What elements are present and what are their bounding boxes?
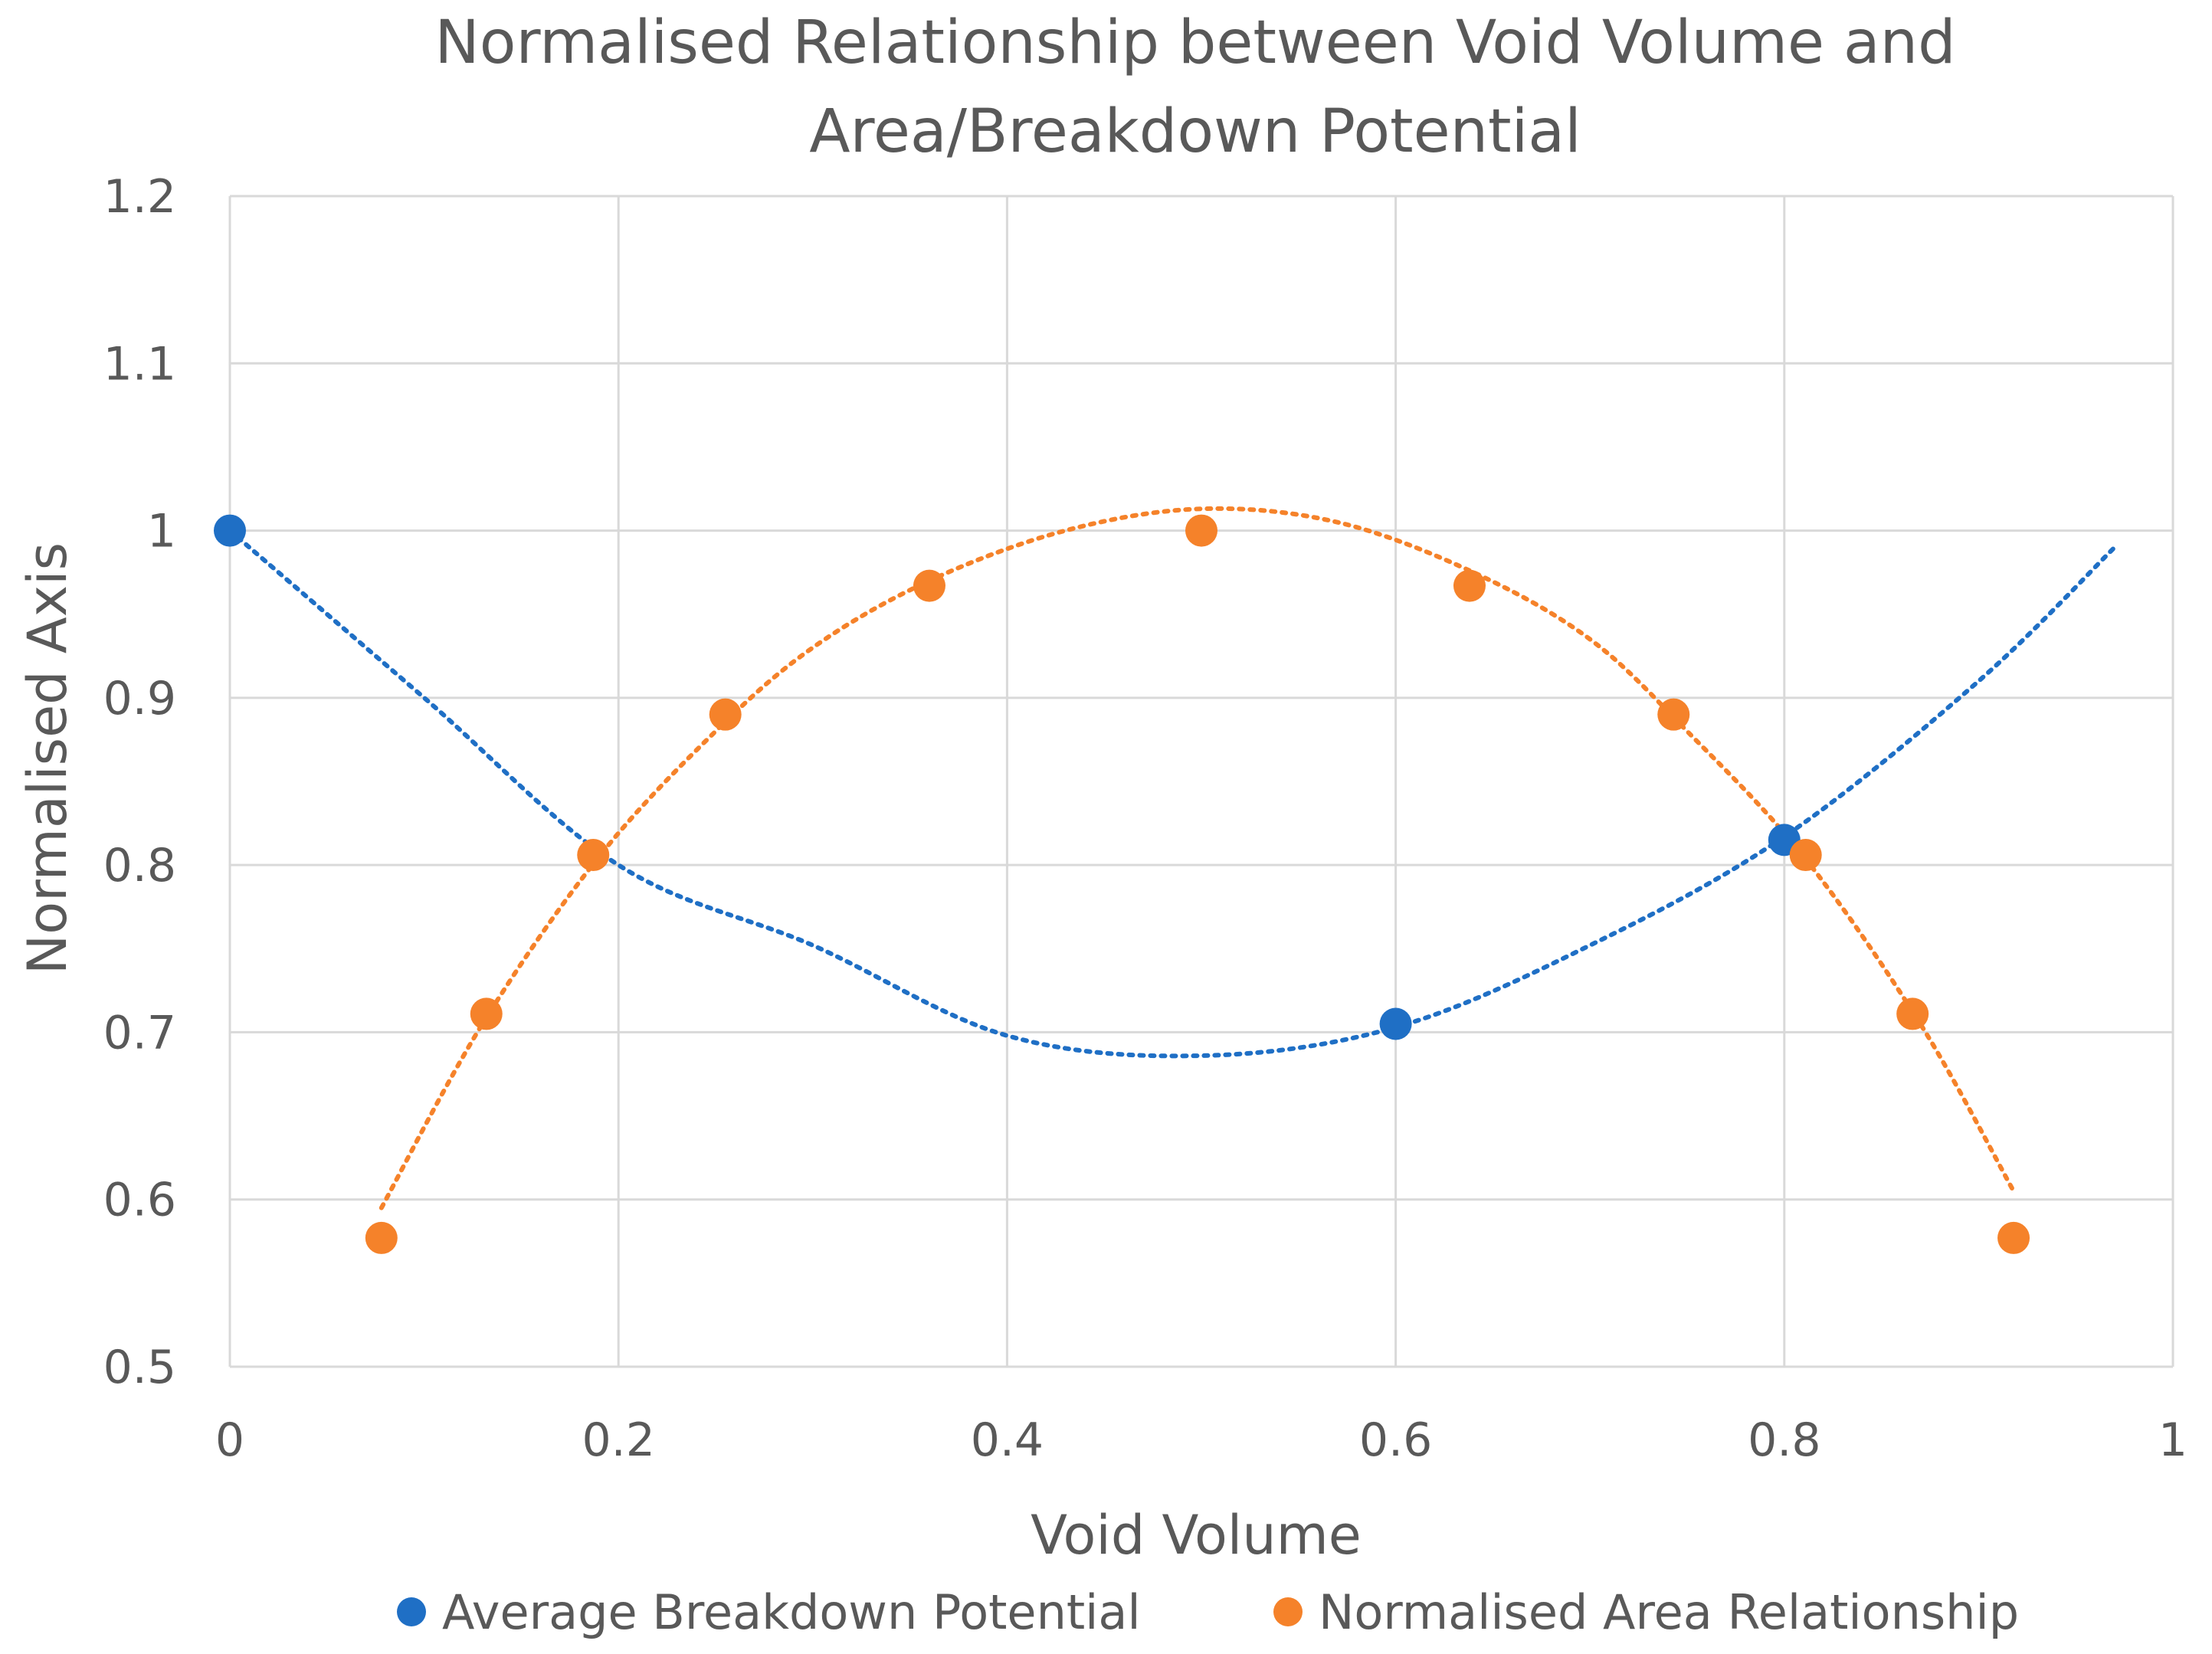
x-tick-label: 0 (215, 1413, 244, 1467)
x-tick-label: 0.2 (582, 1413, 654, 1467)
y-axis-title: Normalised Axis (16, 542, 79, 974)
legend-label-normalised-area-relationship: Normalised Area Relationship (1319, 1584, 2019, 1640)
y-tick-label: 0.8 (103, 839, 176, 893)
chart-title-line-1: Normalised Relationship between Void Vol… (434, 8, 1955, 77)
data-point-normalised-area-relationship (1997, 1221, 2030, 1254)
data-point-normalised-area-relationship (913, 569, 945, 602)
legend-marker-normalised-area-relationship (1273, 1597, 1303, 1626)
y-tick-label: 1.2 (103, 170, 176, 224)
data-point-normalised-area-relationship (577, 839, 610, 872)
legend: Average Breakdown Potential Normalised A… (397, 1584, 2019, 1640)
data-point-layer (214, 514, 2030, 1254)
legend-marker-average-breakdown-potential (397, 1597, 426, 1626)
data-point-normalised-area-relationship (1657, 698, 1690, 731)
x-tick-label: 0.4 (971, 1413, 1044, 1467)
x-tick-label: 1 (2158, 1413, 2187, 1467)
y-tick-label: 0.6 (103, 1174, 176, 1227)
x-tick-label: 0.8 (1748, 1413, 1820, 1467)
tick-label-layer: 0.5 0.6 0.7 0.8 0.9 1 1.1 1.2 0 0.2 0.4 0.6 0.8 1 (103, 170, 2188, 1467)
data-point-normalised-area-relationship (1789, 839, 1822, 872)
trendline-average-breakdown-potential (228, 528, 2117, 1059)
data-point-normalised-area-relationship (709, 698, 742, 731)
data-point-normalised-area-relationship (1453, 569, 1486, 602)
data-point-normalised-area-relationship (365, 1221, 398, 1254)
legend-label-average-breakdown-potential: Average Breakdown Potential (442, 1584, 1141, 1640)
data-point-average-breakdown-potential (1379, 1007, 1412, 1040)
x-axis-title: Void Volume (1031, 1504, 1362, 1567)
y-tick-label: 1 (147, 505, 176, 558)
data-point-average-breakdown-potential (214, 514, 246, 547)
y-tick-label: 0.9 (103, 672, 176, 725)
chart-title-line-2: Area/Breakdown Potential (809, 97, 1581, 166)
data-point-normalised-area-relationship (470, 997, 503, 1030)
y-tick-label: 0.7 (103, 1006, 176, 1060)
data-point-normalised-area-relationship (1896, 997, 1929, 1030)
y-tick-label: 0.5 (103, 1341, 176, 1394)
data-point-normalised-area-relationship (1185, 514, 1217, 547)
y-tick-label: 1.1 (103, 337, 176, 391)
x-tick-label: 0.6 (1359, 1413, 1432, 1467)
